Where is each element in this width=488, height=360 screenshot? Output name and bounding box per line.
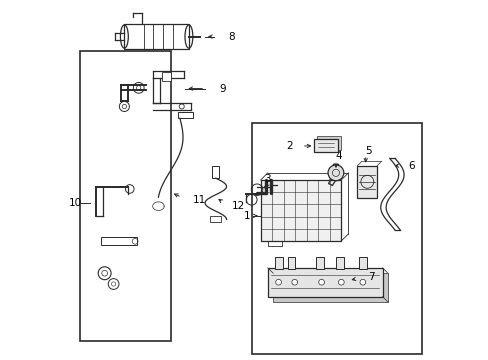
Bar: [212, 166, 218, 178]
Text: 7: 7: [367, 272, 374, 282]
Text: 6: 6: [408, 161, 414, 171]
Bar: [210, 216, 221, 222]
Bar: [267, 268, 382, 297]
Bar: [316, 257, 324, 269]
Bar: [260, 180, 341, 241]
Circle shape: [359, 279, 365, 285]
Circle shape: [327, 165, 343, 181]
Text: 1: 1: [244, 211, 250, 221]
Bar: [317, 136, 340, 149]
Text: 4: 4: [334, 150, 341, 161]
Bar: [357, 166, 376, 198]
Bar: [314, 139, 337, 152]
Circle shape: [338, 279, 344, 285]
Text: 3: 3: [264, 174, 270, 184]
Bar: [335, 257, 343, 269]
Circle shape: [291, 279, 297, 285]
Text: 9: 9: [219, 84, 225, 94]
Bar: [178, 112, 192, 118]
Bar: [359, 257, 366, 269]
Text: 11: 11: [192, 195, 205, 205]
Bar: [101, 237, 137, 245]
Bar: [267, 241, 282, 246]
Text: 10: 10: [68, 198, 81, 208]
Bar: [251, 123, 421, 354]
Text: 5: 5: [364, 145, 371, 156]
Bar: [162, 72, 171, 81]
Bar: [273, 273, 387, 302]
Bar: [80, 51, 171, 341]
Circle shape: [318, 279, 324, 285]
Bar: [274, 257, 282, 269]
Text: 12: 12: [231, 201, 244, 211]
Circle shape: [275, 279, 281, 285]
Text: 2: 2: [285, 141, 292, 151]
Bar: [124, 24, 188, 49]
Bar: [287, 257, 295, 269]
Text: 8: 8: [228, 32, 235, 41]
